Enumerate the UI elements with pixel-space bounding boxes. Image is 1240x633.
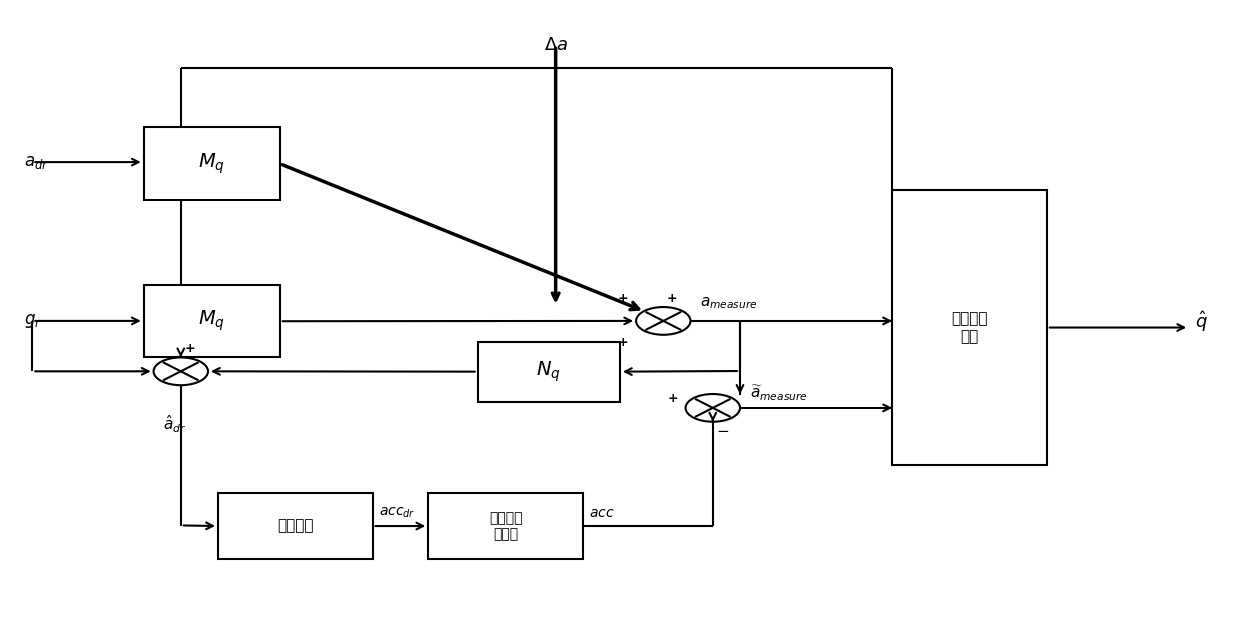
Text: 姿态解算
算法: 姿态解算 算法 [951, 311, 988, 344]
Bar [144, 285, 280, 358]
Text: +: + [667, 392, 678, 404]
Bar [477, 342, 620, 401]
Bar [144, 127, 280, 200]
Text: 一阶低通
滤波器: 一阶低通 滤波器 [489, 511, 522, 541]
Text: $g_r$: $g_r$ [24, 312, 42, 330]
Text: $N_q$: $N_q$ [537, 360, 562, 384]
Text: +: + [618, 336, 629, 349]
Bar [893, 191, 1047, 465]
Bar [218, 493, 372, 559]
Text: $\Delta a$: $\Delta a$ [543, 36, 568, 54]
Text: 分段处理: 分段处理 [277, 518, 314, 534]
Text: $M_q$: $M_q$ [198, 309, 226, 334]
Bar [428, 493, 583, 559]
Text: $acc$: $acc$ [589, 506, 615, 520]
Text: $\widetilde{a}_{measure}$: $\widetilde{a}_{measure}$ [750, 384, 807, 403]
Text: $\hat{q}$: $\hat{q}$ [1195, 309, 1208, 334]
Text: $a_{dr}$: $a_{dr}$ [24, 153, 48, 171]
Circle shape [154, 358, 208, 385]
Text: $\hat{a}_{dr}$: $\hat{a}_{dr}$ [162, 413, 186, 435]
Text: $a_{measure}$: $a_{measure}$ [701, 296, 758, 311]
Text: +: + [185, 342, 195, 355]
Text: $acc_{dr}$: $acc_{dr}$ [378, 505, 415, 520]
Text: +: + [618, 292, 629, 304]
Circle shape [636, 307, 691, 335]
Text: −: − [717, 424, 729, 439]
Text: −: − [134, 364, 146, 379]
Text: $M_q$: $M_q$ [198, 151, 226, 176]
Text: +: + [667, 292, 677, 304]
Circle shape [686, 394, 740, 422]
